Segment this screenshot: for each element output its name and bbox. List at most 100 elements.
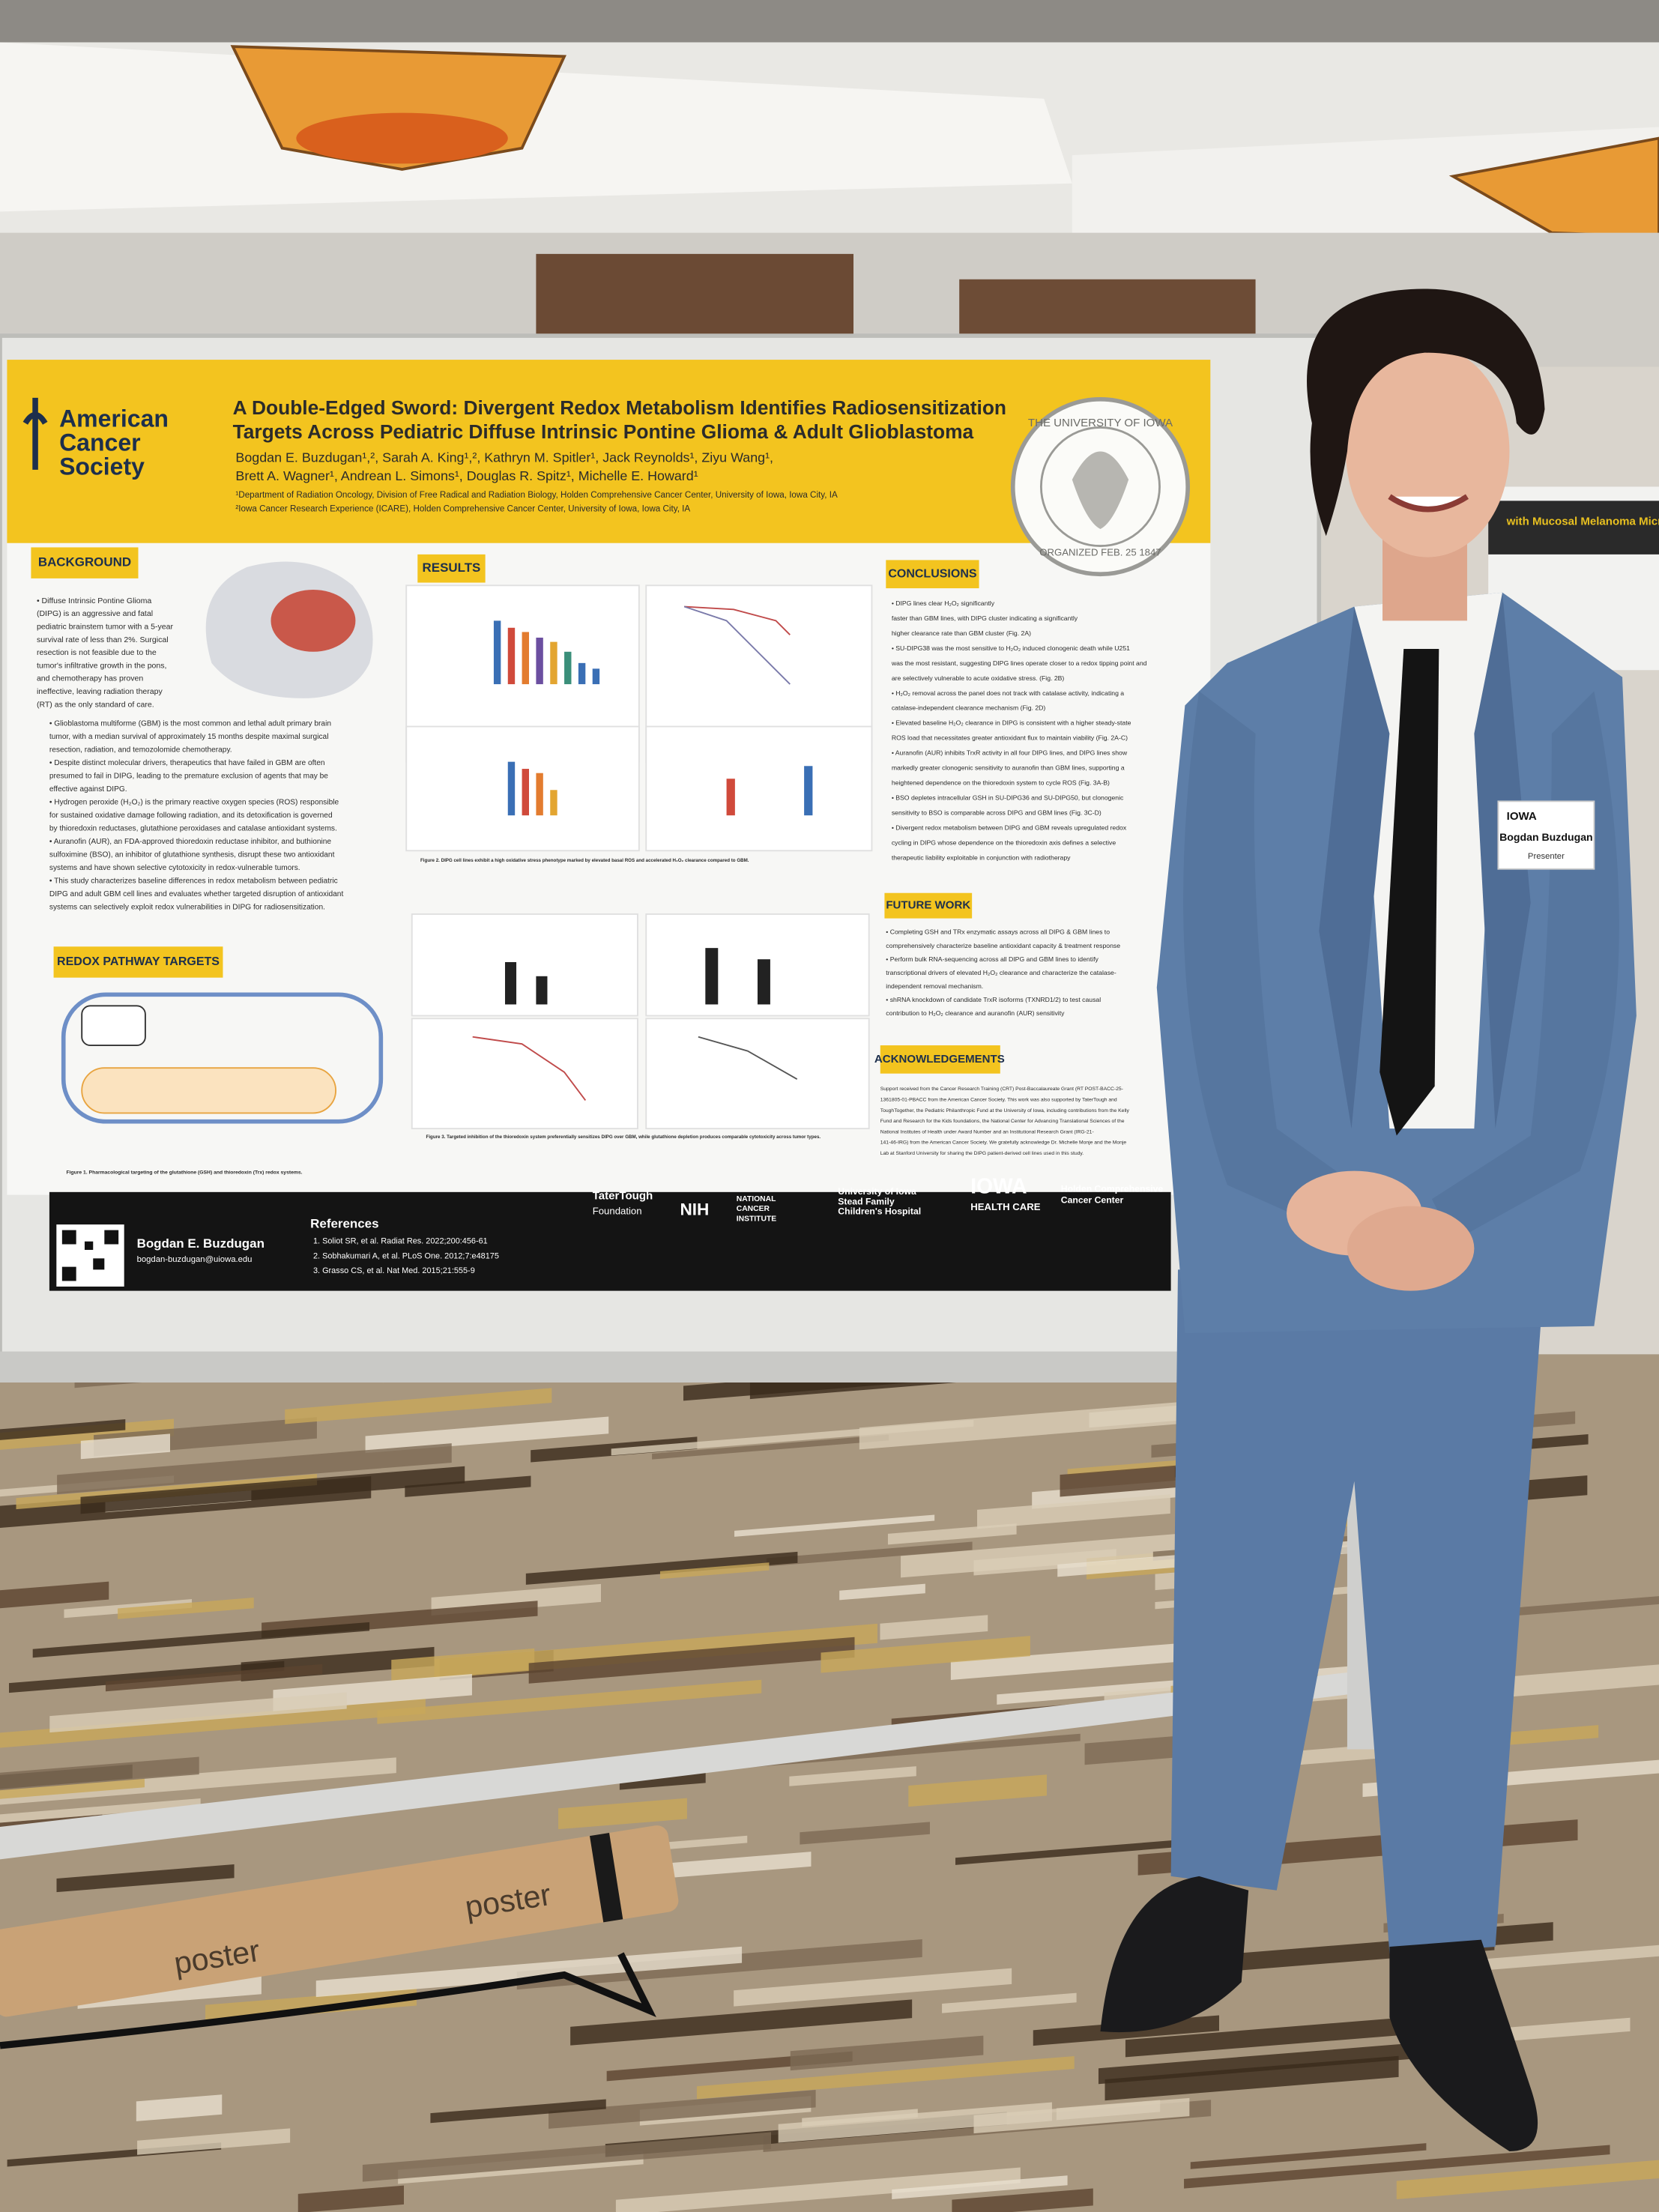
figure-caption: Figure 2. DIPG cell lines exhibit a high…	[420, 858, 749, 863]
section-heading: RESULTS	[423, 560, 481, 575]
background-text: survival rate of less than 2%. Surgical	[37, 635, 169, 644]
conclusions-text: sensitivity to BSO is comparable across …	[892, 809, 1102, 816]
background-text: • Auranofin (AUR), an FDA-approved thior…	[49, 838, 332, 846]
section-heading: ACKNOWLEDGEMENTS	[874, 1053, 1005, 1066]
chandelier	[1448, 136, 1659, 239]
poster-text: • Diffuse Intrinsic Pontine Glioma (DIPG)…	[37, 596, 1147, 1275]
conclusions-text: therapeutic liability exploitable in con…	[892, 853, 1071, 861]
carpet-stripe	[0, 1798, 201, 1823]
logo-text: IOWA	[970, 1174, 1027, 1198]
background-text: • Diffuse Intrinsic Pontine Glioma	[37, 596, 151, 605]
future-text: • Perform bulk RNA-sequencing across all…	[886, 955, 1099, 963]
seal-text: ORGANIZED FEB. 25 1847	[1039, 546, 1161, 557]
carpet-stripe	[77, 1975, 262, 2009]
carpet-stripe	[821, 1636, 1030, 1673]
conclusions-text: was the most resistant, suggesting DIPG …	[891, 659, 1147, 667]
chandelier-glow	[296, 112, 508, 164]
carpet-stripe	[32, 1622, 370, 1658]
carpet-stripe	[942, 1992, 1077, 2013]
background-text: resection is not feasible due to the	[37, 648, 157, 657]
carpet-stripe	[950, 1637, 1247, 1680]
seal-eagle	[1072, 451, 1129, 529]
smile	[1388, 494, 1469, 513]
logo-text: University of Iowa	[838, 1186, 916, 1197]
logo-text: Children's Hospital	[838, 1206, 921, 1216]
carpet-stripe	[570, 1999, 913, 2046]
carpet-stripe	[56, 1864, 235, 1893]
affiliation: ²Iowa Cancer Research Experience (ICARE)…	[235, 504, 690, 514]
figure-caption: Figure 3. Targeted inhibition of the thi…	[426, 1134, 821, 1140]
acknowledgements-text: 1361805-01-PBACC from the American Cance…	[880, 1097, 1117, 1102]
presenter-name: Bogdan E. Buzdugan	[137, 1236, 265, 1251]
seal-ring	[1039, 426, 1161, 547]
carpet-stripe	[734, 1968, 1012, 2007]
background-text: tumor's infiltrative growth in the pons,	[37, 661, 167, 670]
acs-logo: Cancer	[59, 429, 141, 456]
conclusions-text: • Auranofin (AUR) inhibits TrxR activity…	[892, 749, 1128, 757]
carpet-stripe	[1184, 2145, 1610, 2189]
board-frame	[0, 1351, 1320, 1382]
acknowledgements-text: 141-46-IRG) from the American Cancer Soc…	[880, 1140, 1127, 1146]
carpet-stripe	[285, 1388, 552, 1424]
background-text: systems and have shown selective cytotox…	[49, 864, 300, 872]
background-text: effective against DIPG.	[49, 785, 127, 794]
badge-org: IOWA	[1507, 810, 1537, 823]
background-text: • Hydrogen peroxide (H₂O₂) is the primar…	[49, 799, 339, 807]
ceiling-edge	[0, 0, 1659, 43]
logo-text: TaterTough	[593, 1189, 653, 1202]
future-text: comprehensively characterize baseline an…	[886, 942, 1120, 949]
carpet-stripe	[0, 1581, 109, 1609]
section-heading: REDOX PATHWAY TARGETS	[57, 955, 220, 968]
acs-logo-mark	[22, 397, 48, 470]
heading-box	[417, 554, 486, 583]
carpet-stripe	[377, 1679, 762, 1724]
acknowledgements-text: Lab at Stanford University for sharing t…	[880, 1151, 1084, 1156]
trousers	[1170, 1269, 1545, 1954]
poster-title: A Double-Edged Sword: Divergent Redox Me…	[233, 396, 1006, 419]
carpet-stripe	[362, 2132, 772, 2182]
reference: 3. Grasso CS, et al. Nat Med. 2015;21:55…	[313, 1266, 475, 1275]
carpet-stripe	[549, 2089, 816, 2129]
logo-text: INSTITUTE	[737, 1215, 777, 1223]
logo-text: Cancer Center	[1061, 1194, 1124, 1205]
carpet-stripe	[365, 1416, 609, 1454]
brain-illustration	[271, 589, 356, 652]
acknowledgements-text: National Institutes of Health under Awar…	[880, 1129, 1094, 1134]
carpet-stripe	[892, 2175, 1068, 2199]
heading-box	[31, 547, 139, 578]
authors: Brett A. Wagner¹, Andrean L. Simons¹, Do…	[235, 468, 698, 483]
logo-text: CANCER	[737, 1205, 770, 1213]
conclusions-text: markedly greater clonogenic sensitivity …	[892, 764, 1125, 772]
future-text: • Completing GSH and TRx enzymatic assay…	[886, 928, 1110, 936]
references-title: References	[310, 1217, 378, 1231]
carpet-stripe	[8, 1660, 285, 1693]
figure-panel	[645, 725, 873, 852]
background-text: sulfoximine (BSO), an inhibitor of gluta…	[49, 851, 335, 859]
heading-box	[884, 892, 973, 919]
conclusions-text: cycling in DIPG whose dependence on the …	[892, 838, 1116, 846]
carpet-stripe	[734, 1514, 935, 1537]
carpet-stripe	[57, 1443, 452, 1495]
future-text: independent removal mechanism.	[886, 982, 983, 990]
legend-box	[81, 1005, 146, 1046]
carpet-stripe	[297, 2185, 404, 2212]
face	[1346, 345, 1510, 557]
carpet-stripe	[80, 1433, 171, 1460]
carpet-stripe	[696, 2055, 1075, 2100]
logo-text: Holden Comprehensive	[1061, 1183, 1164, 1194]
badge-name: Bogdan Buzdugan	[1499, 831, 1593, 843]
logo-text: Stead Family	[838, 1196, 895, 1206]
section-heading: CONCLUSIONS	[888, 567, 977, 580]
carpet-stripe	[1503, 2017, 1631, 2042]
badge-role: Presenter	[1528, 852, 1565, 861]
carpet-stripe	[1190, 2143, 1427, 2169]
carpet-stripe	[136, 2094, 223, 2121]
stand-bar	[0, 1671, 1362, 1860]
section-heading: BACKGROUND	[38, 555, 131, 569]
name-badge	[1497, 800, 1595, 870]
reference: 1. Soliot SR, et al. Radiat Res. 2022;20…	[313, 1237, 488, 1246]
reference: 2. Sobhakumari A, et al. PLoS One. 2012;…	[313, 1251, 499, 1260]
conclusions-text: • Elevated baseline H₂O₂ clearance in DI…	[892, 719, 1131, 727]
carpet-stripe	[790, 2035, 984, 2071]
